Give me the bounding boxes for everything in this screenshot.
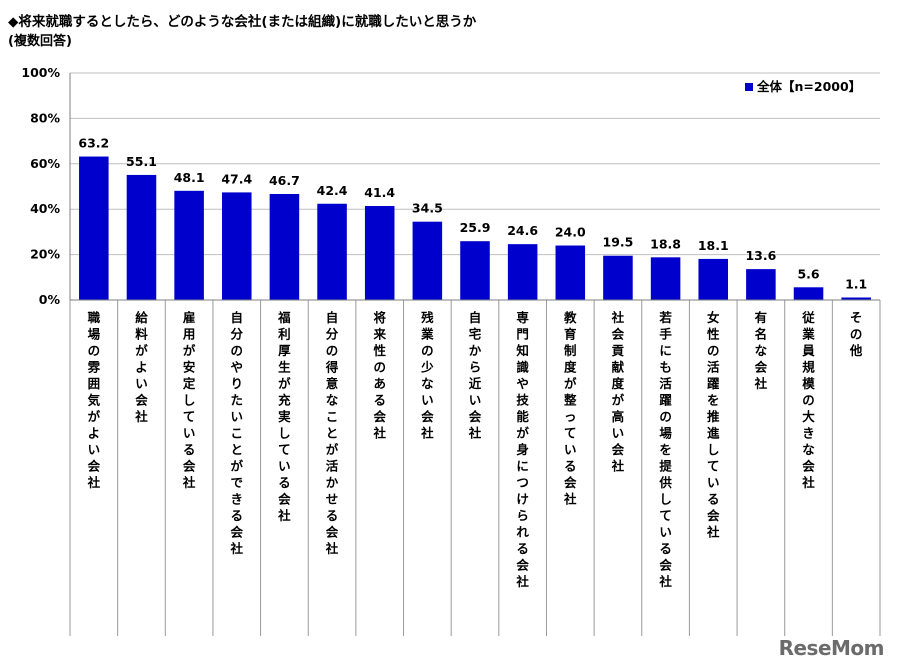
resemom-watermark: ReseMom [778, 636, 885, 660]
bar [603, 255, 633, 300]
x-tick-label: 自分の得意なことが活かせる会社 [325, 310, 339, 556]
bar [79, 156, 109, 300]
data-label: 25.9 [460, 220, 491, 235]
x-tick-label: 自宅から近い会社 [468, 310, 482, 441]
bar [793, 287, 824, 300]
x-tick-label: 福利厚生が充実している会社 [277, 310, 291, 523]
data-label: 41.4 [364, 185, 395, 200]
y-tick-label: 60% [30, 156, 60, 171]
chart-title: ◆将来就職するとしたら、どのような会社(または組織)に就職したいと思うか [8, 14, 477, 30]
data-label: 47.4 [221, 171, 252, 186]
x-tick-label: 将来性のある会社 [372, 310, 386, 441]
x-tick-label: 自分のやりたいことができる会社 [230, 310, 244, 556]
x-tick-label: 社会貢献度が高い会社 [611, 310, 625, 474]
bar [507, 244, 538, 300]
chart-subtitle: (複数回答) [8, 34, 72, 49]
data-label: 42.4 [317, 183, 348, 198]
bar [221, 192, 252, 300]
bar [460, 241, 490, 300]
legend-label: 全体【n=2000】 [756, 79, 861, 94]
x-tick-label: 有名な会社 [754, 310, 768, 391]
bar [650, 257, 681, 300]
y-tick-label: 20% [30, 247, 60, 262]
data-label: 18.8 [650, 236, 681, 251]
x-tick-label: 残業の少ない会社 [420, 310, 434, 441]
bar [364, 206, 395, 300]
x-tick-label: 従業員規模の大きな会社 [801, 310, 815, 490]
y-tick-label: 100% [21, 65, 60, 80]
x-tick-label: 若手にも活躍の場を提供している会社 [658, 310, 672, 589]
x-tick-label: 教育制度が整っている会社 [563, 310, 577, 507]
bar [317, 203, 347, 300]
x-tick-label: 女性の活躍を推進している会社 [706, 310, 720, 540]
bar [269, 193, 300, 300]
y-tick-label: 40% [30, 201, 60, 216]
y-tick-label: 80% [30, 110, 60, 125]
data-label: 63.2 [78, 136, 109, 151]
data-label: 1.1 [845, 277, 867, 292]
x-tick-label: 職場の雰囲気がよい会社 [87, 310, 101, 490]
bar [412, 221, 443, 300]
data-label: 13.6 [745, 248, 776, 263]
data-label: 24.6 [507, 223, 538, 238]
data-label: 18.1 [698, 238, 729, 253]
legend-swatch [745, 83, 753, 91]
data-label: 46.7 [269, 173, 300, 188]
bar [746, 269, 776, 300]
bar [126, 174, 157, 300]
x-tick-label: その他 [849, 310, 863, 358]
data-label: 48.1 [174, 170, 205, 185]
y-tick-label: 0% [39, 292, 61, 307]
data-label: 55.1 [126, 154, 157, 169]
bar [174, 190, 204, 300]
x-tick-label: 雇用が安定している会社 [182, 310, 196, 490]
x-tick-label: 専門知識や技能が身につけられる会社 [515, 310, 529, 589]
data-label: 5.6 [797, 266, 819, 281]
bar [555, 245, 586, 300]
data-label: 19.5 [603, 235, 634, 250]
data-label: 24.0 [555, 225, 586, 240]
bar [841, 297, 871, 300]
x-tick-label: 給料がよい会社 [134, 310, 148, 424]
data-label: 34.5 [412, 201, 443, 216]
bar [698, 258, 729, 300]
